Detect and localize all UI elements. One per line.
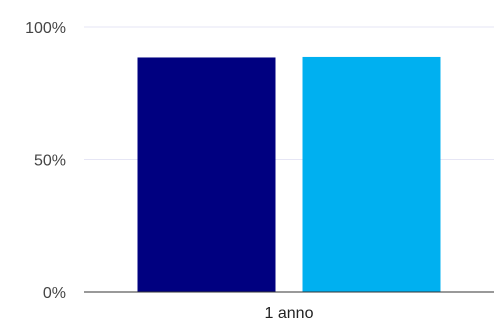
bars <box>137 56 441 292</box>
y-tick-label: 50% <box>34 153 66 170</box>
x-axis-category-labels: 1 anno <box>265 305 314 322</box>
y-tick-label: 0% <box>43 285 66 302</box>
x-category-label: 1 anno <box>265 305 314 322</box>
bar-series-2 <box>302 56 441 292</box>
y-axis-tick-labels: 0% 50% 100% <box>25 20 66 302</box>
y-tick-label: 100% <box>25 20 66 37</box>
bar-series-1 <box>137 57 276 292</box>
